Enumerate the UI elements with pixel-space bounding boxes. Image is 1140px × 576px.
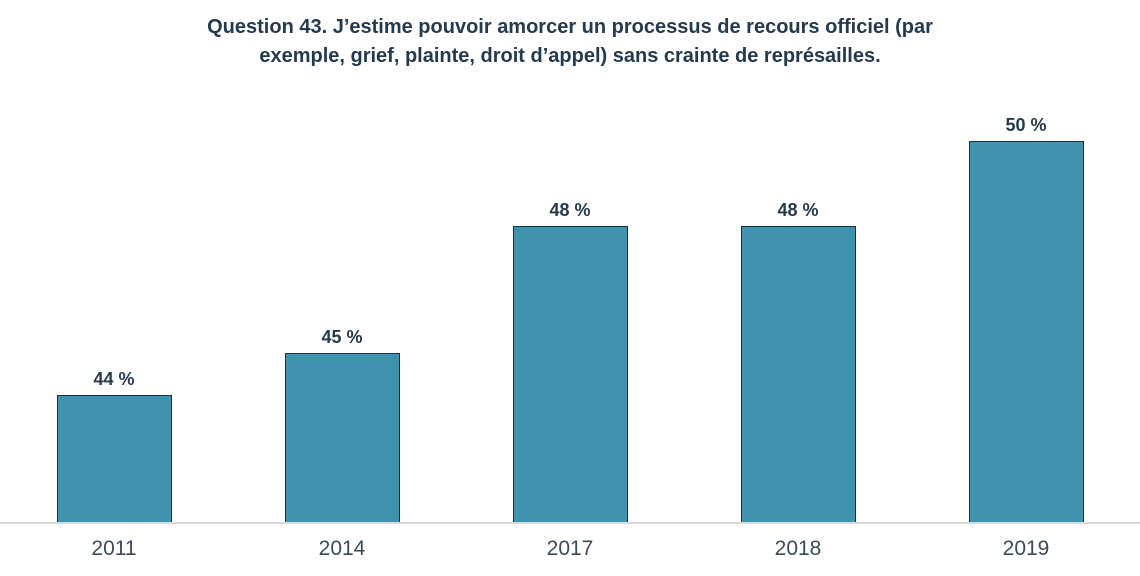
- bar-2018: [740, 226, 856, 522]
- bar-2019: [968, 141, 1084, 522]
- chart-title-line1: Question 43. J’estime pouvoir amorcer un…: [207, 16, 933, 38]
- value-label: 44 %: [93, 369, 135, 389]
- bar-column-2019: 50 %: [912, 115, 1140, 522]
- plot-area: 44 % 45 % 48 % 48 % 50 %: [0, 90, 1140, 522]
- value-label: 48 %: [777, 200, 819, 220]
- value-label: 50 %: [1005, 115, 1047, 135]
- x-tick-2014: 2014: [318, 537, 366, 560]
- bar-column-2014: 45 %: [228, 327, 456, 522]
- x-tick-2018: 2018: [774, 537, 822, 560]
- chart-title-line2: exemple, grief, plainte, droit d’appel) …: [259, 45, 881, 67]
- x-axis-line: [0, 522, 1140, 524]
- x-tick-2017: 2017: [546, 537, 594, 560]
- chart-title: Question 43. J’estime pouvoir amorcer un…: [0, 0, 1140, 90]
- bar-column-2017: 48 %: [456, 200, 684, 522]
- bar-2011: [56, 395, 172, 522]
- bar-2017: [512, 226, 628, 522]
- bar-2014: [284, 353, 400, 522]
- x-tick-2011: 2011: [91, 537, 137, 560]
- bar-column-2018: 48 %: [684, 200, 912, 522]
- value-label: 48 %: [549, 200, 591, 220]
- value-label: 45 %: [321, 327, 363, 347]
- x-axis-labels: 2011 2014 2017 2018 2019: [0, 537, 1140, 561]
- x-tick-2019: 2019: [1002, 537, 1050, 560]
- bar-column-2011: 44 %: [0, 369, 228, 522]
